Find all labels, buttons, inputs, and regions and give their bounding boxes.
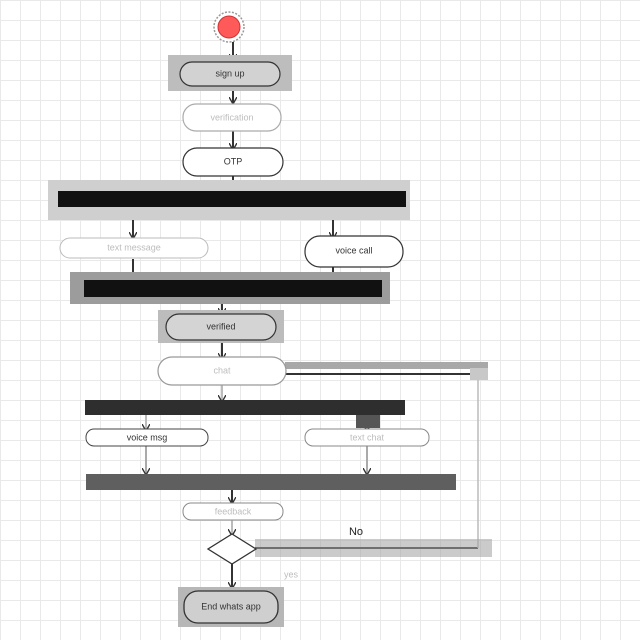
- text-chat-label: text chat: [350, 432, 385, 442]
- voice-msg-node: voice msg: [85, 428, 209, 447]
- end-app-node: End whats app: [178, 587, 284, 627]
- verified-label: verified: [206, 321, 235, 331]
- decision-diamond: [206, 533, 258, 565]
- verification-node: verification: [182, 103, 282, 132]
- join-bar-2: [86, 474, 456, 490]
- otp-label: OTP: [224, 156, 243, 166]
- edge-label-yes: yes: [284, 569, 299, 579]
- verification-label: verification: [210, 112, 253, 122]
- fork-bar-2: [85, 400, 405, 415]
- verified-node: verified: [158, 310, 284, 343]
- voice-call-node: voice call: [304, 235, 404, 268]
- voice-call-label: voice call: [335, 245, 372, 255]
- voice-msg-label: voice msg: [127, 432, 168, 442]
- end-app-label: End whats app: [201, 601, 261, 611]
- chat-node: chat: [157, 356, 287, 386]
- start-node: [213, 11, 245, 43]
- otp-node: OTP: [182, 147, 284, 177]
- text-message-node: text message: [59, 237, 209, 259]
- chat-label: chat: [213, 365, 231, 375]
- feedback-node: feedback: [182, 502, 284, 521]
- join-bar-1: [70, 272, 390, 304]
- text-message-label: text message: [107, 242, 161, 252]
- highlight-bars: [255, 362, 492, 557]
- sign-up-label: sign up: [215, 68, 244, 78]
- sign-up-node: sign up: [168, 55, 292, 91]
- feedback-label: feedback: [215, 506, 252, 516]
- text-chat-node: text chat: [304, 428, 430, 447]
- edge-label-no: No: [349, 526, 363, 538]
- fork-bar-1: [48, 180, 410, 220]
